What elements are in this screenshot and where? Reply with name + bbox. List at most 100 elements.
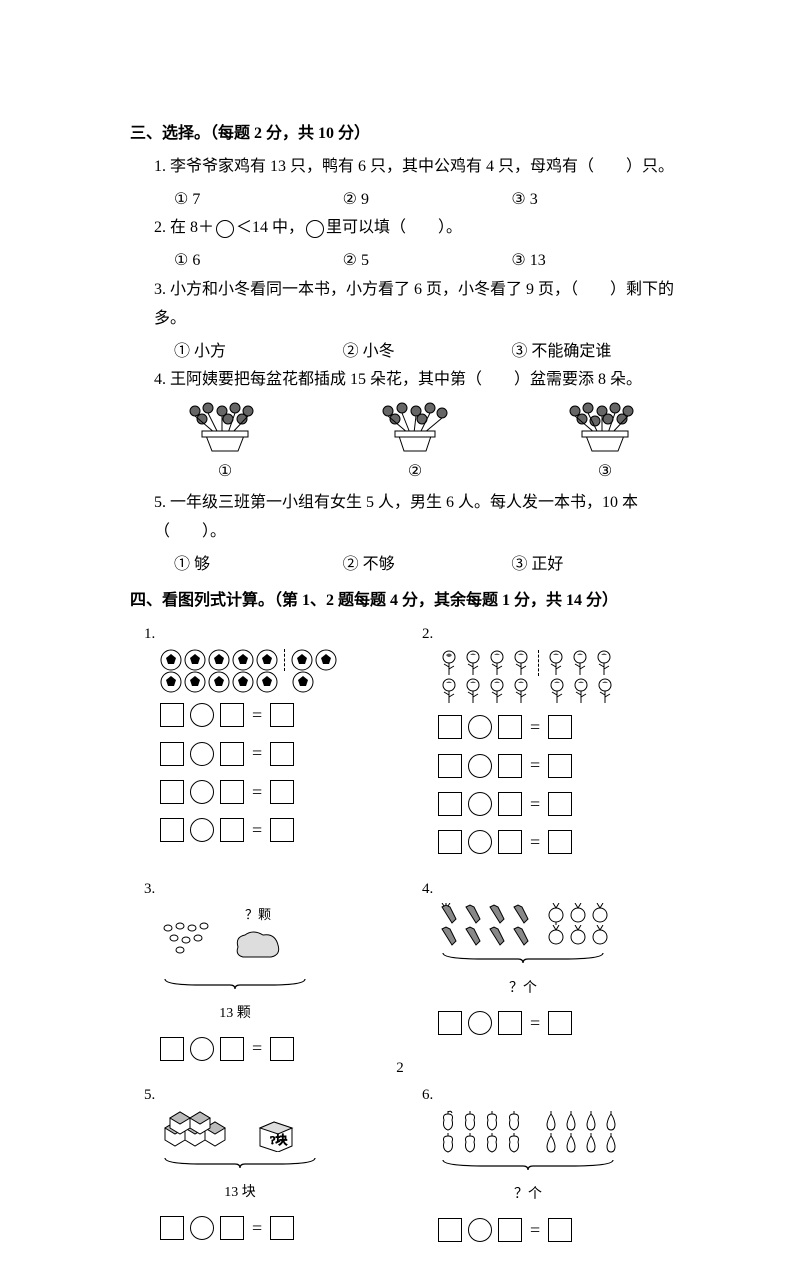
- blank-box[interactable]: [498, 792, 522, 816]
- q3: 3. 小方和小冬看同一本书，小方看了 6 页，小冬看了 9 页，（ ）剩下的多。: [154, 276, 680, 334]
- q5-text: 5. 一年级三班第一小组有女生 5 人，男生 6 人。每人发一本书，10 本（ …: [154, 494, 638, 540]
- blank-box[interactable]: [498, 1218, 522, 1242]
- soccer-icon: [256, 649, 278, 671]
- q2-pre: 2. 在 8＋: [154, 219, 214, 236]
- blank-box[interactable]: [270, 1216, 294, 1240]
- equation: =: [160, 737, 402, 769]
- carrot-icon: [486, 925, 508, 947]
- radish-icon: [568, 925, 588, 947]
- blank-box[interactable]: [160, 780, 184, 804]
- q3-opt3: ③ 不能确定谁: [511, 338, 680, 367]
- pot1: ①: [170, 401, 280, 487]
- blank-box[interactable]: [220, 742, 244, 766]
- blank-box[interactable]: [548, 1011, 572, 1035]
- operator-circle[interactable]: [468, 1218, 492, 1242]
- pear-icon: [582, 1132, 600, 1154]
- blank-box[interactable]: [548, 830, 572, 854]
- carrot-icon: [510, 925, 532, 947]
- soccer-icon: [256, 671, 278, 693]
- radish-icon: [590, 903, 610, 925]
- blank-box[interactable]: [270, 818, 294, 842]
- q5-opt3: ③ 正好: [511, 551, 680, 580]
- blank-box[interactable]: [498, 1011, 522, 1035]
- equation: =: [160, 776, 402, 808]
- q5-opt2: ② 不够: [343, 551, 512, 580]
- radish-icon: [590, 925, 610, 947]
- equals-sign: =: [528, 826, 542, 858]
- carrot-icon: [462, 925, 484, 947]
- blank-box[interactable]: [438, 754, 462, 778]
- soccer-row2: [160, 671, 402, 693]
- q1-opt3: ③ 3: [511, 186, 680, 215]
- blank-box[interactable]: [270, 780, 294, 804]
- operator-circle[interactable]: [190, 780, 214, 804]
- apple-icon: [438, 1132, 458, 1154]
- operator-circle[interactable]: [468, 754, 492, 778]
- cube-question-icon: ?块: [252, 1118, 300, 1152]
- operator-circle[interactable]: [468, 715, 492, 739]
- blank-box[interactable]: [548, 715, 572, 739]
- blank-box[interactable]: [220, 1216, 244, 1240]
- q1: 1. 李爷爷家鸡有 13 只，鸭有 6 只，其中公鸡有 4 只，母鸡有（ ）只。: [154, 153, 680, 182]
- blank-box[interactable]: [438, 792, 462, 816]
- separator: [538, 650, 539, 676]
- worksheet-page: 三、选择。（每题 2 分，共 10 分） 1. 李爷爷家鸡有 13 只，鸭有 6…: [0, 0, 800, 1132]
- blank-box[interactable]: [548, 1218, 572, 1242]
- p3-question: ？颗: [233, 903, 283, 926]
- flower-pot-icon: [180, 401, 270, 456]
- operator-circle[interactable]: [190, 1216, 214, 1240]
- blank-box[interactable]: [220, 818, 244, 842]
- blank-box[interactable]: [220, 703, 244, 727]
- blank-box[interactable]: [160, 818, 184, 842]
- soccer-icon: [184, 671, 206, 693]
- operator-circle[interactable]: [190, 703, 214, 727]
- blank-box[interactable]: [548, 754, 572, 778]
- beans-icon: [160, 920, 225, 955]
- blank-box[interactable]: [220, 780, 244, 804]
- rose-icon: [593, 649, 615, 677]
- blank-box[interactable]: [438, 1011, 462, 1035]
- soccer-icon: [184, 649, 206, 671]
- blank-box[interactable]: [160, 703, 184, 727]
- equation: =: [438, 788, 680, 820]
- apple-icon: [438, 1110, 458, 1132]
- blank-box[interactable]: [160, 742, 184, 766]
- equals-sign: =: [528, 1214, 542, 1246]
- p5-num: 5.: [144, 1087, 155, 1103]
- blank-box[interactable]: [438, 830, 462, 854]
- blank-box[interactable]: [548, 792, 572, 816]
- operator-circle[interactable]: [468, 792, 492, 816]
- q2-after: 里可以填（ ）。: [326, 219, 462, 236]
- equals-sign: =: [250, 1212, 264, 1244]
- soccer-row1: [160, 649, 402, 671]
- rose-icon: [594, 677, 616, 705]
- blank-box[interactable]: [270, 742, 294, 766]
- operator-circle[interactable]: [468, 1011, 492, 1035]
- blank-box[interactable]: [438, 715, 462, 739]
- soccer-icon: [208, 671, 230, 693]
- p6-num: 6.: [422, 1087, 433, 1103]
- blank-box[interactable]: [498, 830, 522, 854]
- blank-box[interactable]: [498, 715, 522, 739]
- operator-circle[interactable]: [468, 830, 492, 854]
- carrot-icon: [510, 903, 532, 925]
- blank-box[interactable]: [270, 703, 294, 727]
- pear-icon: [542, 1132, 560, 1154]
- pear-icon: [562, 1110, 580, 1132]
- rose-row2: [438, 677, 680, 705]
- pear-icon: [562, 1132, 580, 1154]
- blank-box[interactable]: [160, 1216, 184, 1240]
- equation: =: [438, 1214, 680, 1246]
- operator-circle[interactable]: [190, 818, 214, 842]
- rose-icon: [486, 649, 508, 677]
- blank-box[interactable]: [438, 1218, 462, 1242]
- operator-circle[interactable]: [190, 742, 214, 766]
- p1-num: 1.: [144, 626, 155, 642]
- brace-icon: [438, 1158, 618, 1172]
- blank-box[interactable]: [498, 754, 522, 778]
- soccer-icon: [292, 671, 314, 693]
- equals-sign: =: [250, 737, 264, 769]
- soccer-icon: [160, 671, 182, 693]
- pear-icon: [582, 1110, 600, 1132]
- apple-icon: [482, 1110, 502, 1132]
